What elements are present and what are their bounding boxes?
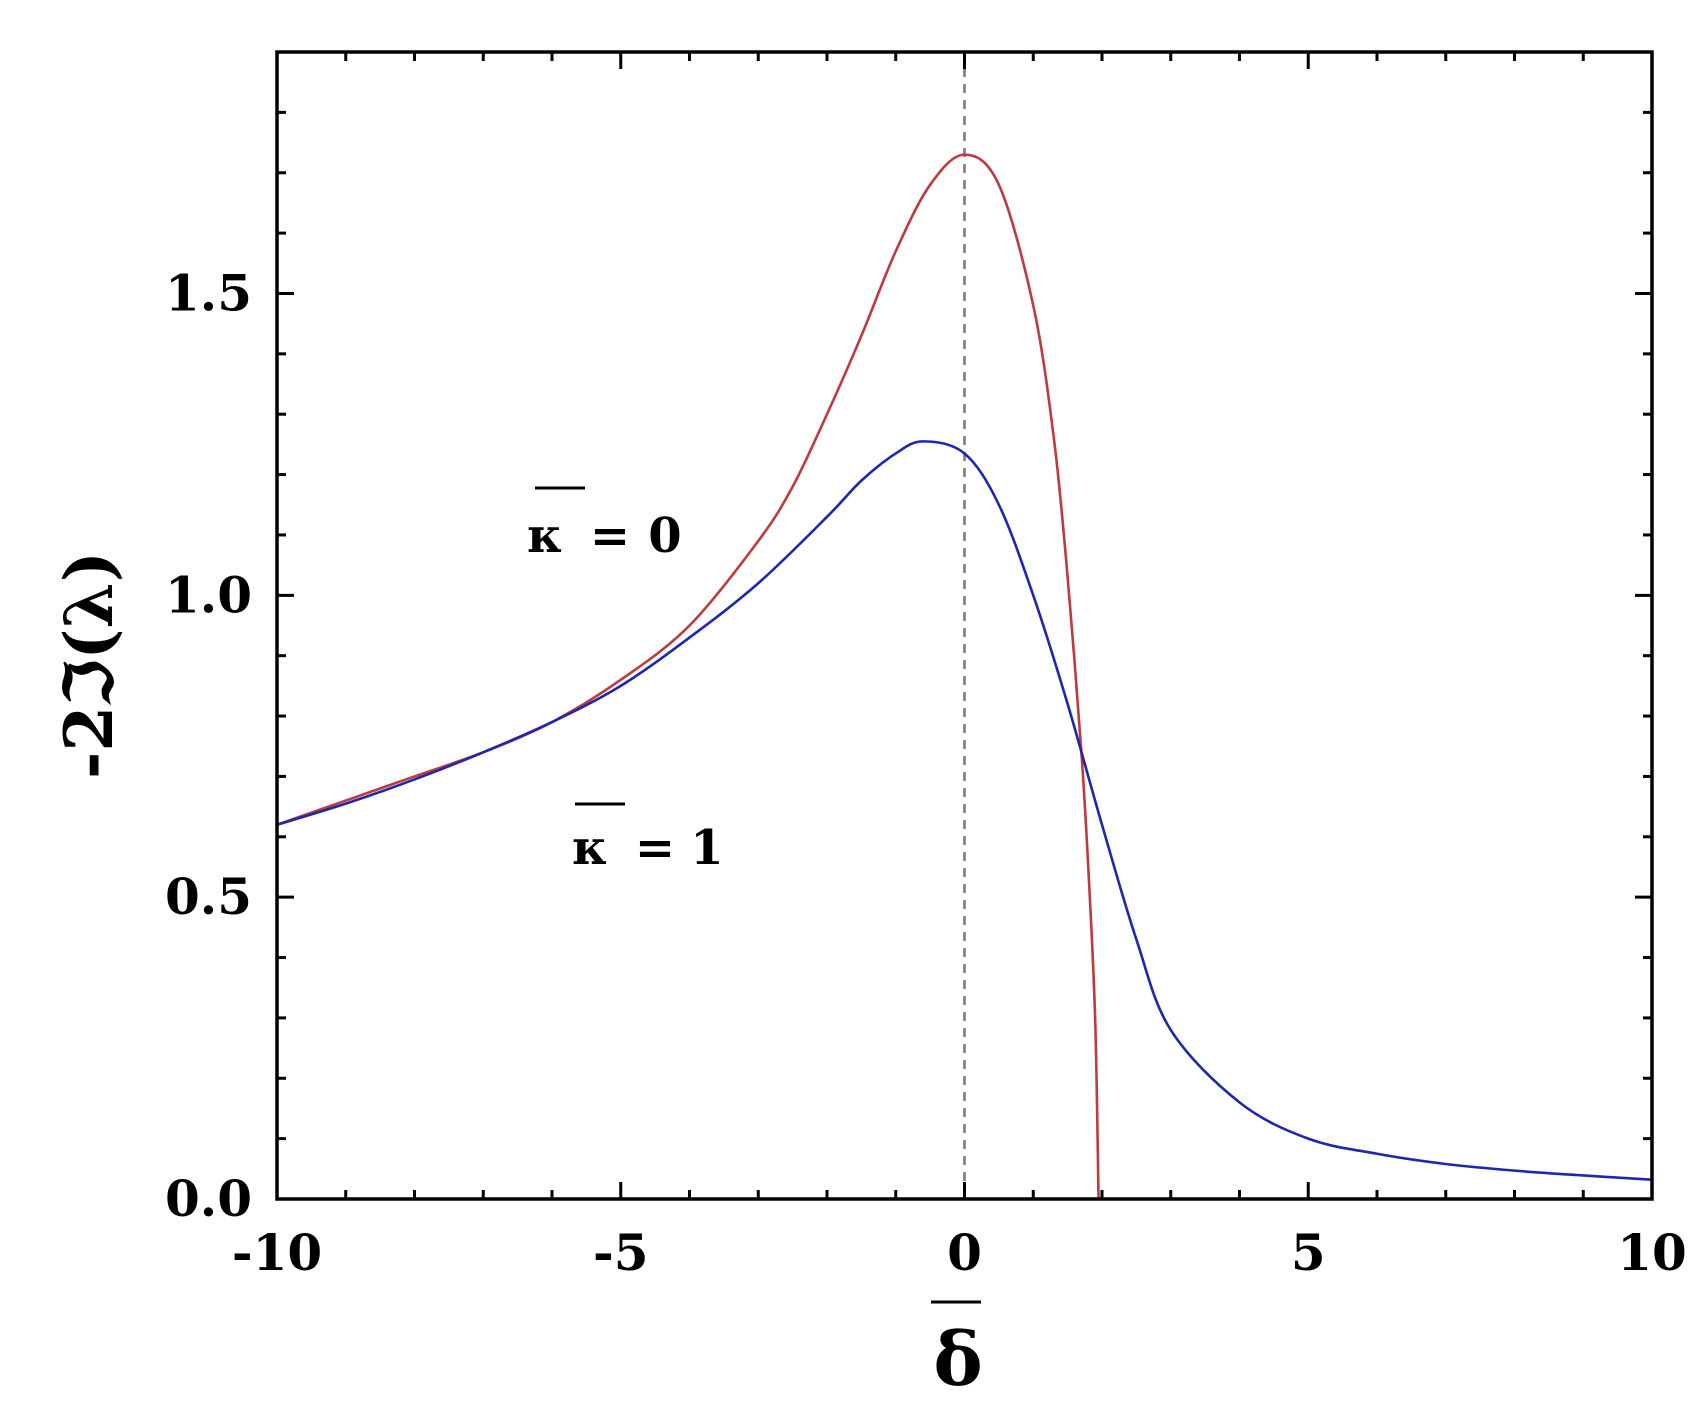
annotation-kappa0-value: 0 [648,508,681,564]
y-tick-label: 0.5 [165,867,252,926]
y-tick-label: 1.0 [165,565,252,624]
series-line-1 [275,440,1654,1181]
x-tick-label: -10 [232,1223,322,1282]
annotation-kappa1-value: 1 [690,820,723,876]
annotation-kappa1-symbol: κ [572,820,608,876]
x-axis-title: δ [933,1317,982,1403]
x-axis-title-group: δ [931,1300,983,1403]
annotation-kappa0-symbol: κ [527,508,563,564]
x-tick-label: 5 [1291,1223,1326,1282]
annotation-kappa1-eq: = [635,820,675,876]
y-tick-label: 1.5 [165,263,252,322]
x-tick-label: 10 [1617,1223,1687,1282]
x-tick-label: -5 [593,1223,649,1282]
y-tick-label: 0.0 [165,1169,252,1228]
annotation-kappa0-eq: = [590,508,630,564]
annotations: κ = 0 κ = 1 [527,486,724,876]
x-tick-label: 0 [947,1223,982,1282]
plot-area: -10 -5 0 5 100.00.51.01.5 [165,50,1687,1282]
y-axis-title: -2ℑ(λ) [50,551,128,779]
